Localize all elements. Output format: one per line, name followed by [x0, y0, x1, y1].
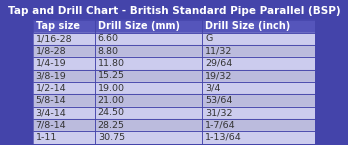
- Bar: [33, 107, 95, 119]
- Bar: [95, 82, 202, 94]
- Bar: [95, 70, 202, 82]
- Text: 7/8-14: 7/8-14: [36, 121, 66, 130]
- Bar: [95, 107, 202, 119]
- Text: 28.25: 28.25: [98, 121, 125, 130]
- Bar: [33, 70, 95, 82]
- Bar: [95, 70, 202, 82]
- Text: 24.50: 24.50: [98, 108, 125, 117]
- Bar: [95, 82, 202, 94]
- Text: 6.60: 6.60: [98, 34, 119, 43]
- Text: 3/8-19: 3/8-19: [36, 71, 66, 80]
- Bar: [202, 70, 315, 82]
- Bar: [95, 57, 202, 70]
- Bar: [33, 20, 95, 33]
- Text: 15.25: 15.25: [98, 71, 125, 80]
- Bar: [33, 94, 95, 107]
- Text: 31/32: 31/32: [205, 108, 232, 117]
- Text: 1/16-28: 1/16-28: [36, 34, 72, 43]
- Bar: [95, 94, 202, 107]
- Text: 1/4-19: 1/4-19: [36, 59, 66, 68]
- Text: 1-7/64: 1-7/64: [205, 121, 236, 130]
- Bar: [95, 94, 202, 107]
- Bar: [33, 20, 95, 33]
- Text: Drill Size (inch): Drill Size (inch): [205, 21, 290, 31]
- Bar: [95, 119, 202, 131]
- Bar: [202, 57, 315, 70]
- Bar: [202, 131, 315, 144]
- Text: 1/2-14: 1/2-14: [36, 84, 66, 93]
- Text: 11.80: 11.80: [98, 59, 125, 68]
- Bar: [202, 70, 315, 82]
- Bar: [95, 131, 202, 144]
- Bar: [202, 119, 315, 131]
- Bar: [33, 33, 95, 45]
- Text: 30.75: 30.75: [98, 133, 125, 142]
- Text: G: G: [205, 34, 212, 43]
- Bar: [202, 45, 315, 57]
- Bar: [33, 33, 95, 45]
- Bar: [202, 94, 315, 107]
- Bar: [202, 107, 315, 119]
- Text: 21.00: 21.00: [98, 96, 125, 105]
- Bar: [202, 107, 315, 119]
- Bar: [202, 33, 315, 45]
- Bar: [33, 119, 95, 131]
- Text: 3/4: 3/4: [205, 84, 220, 93]
- Bar: [95, 45, 202, 57]
- Text: Drill Size (mm): Drill Size (mm): [98, 21, 180, 31]
- Bar: [33, 94, 95, 107]
- Text: 11/32: 11/32: [205, 47, 232, 56]
- Bar: [95, 33, 202, 45]
- Bar: [202, 82, 315, 94]
- Bar: [202, 82, 315, 94]
- Text: 5/8-14: 5/8-14: [36, 96, 66, 105]
- Text: Tap and Drill Chart - British Standard Pipe Parallel (BSP): Tap and Drill Chart - British Standard P…: [8, 6, 340, 16]
- Bar: [95, 20, 202, 33]
- Bar: [95, 57, 202, 70]
- Bar: [95, 45, 202, 57]
- Text: 1/8-28: 1/8-28: [36, 47, 66, 56]
- Text: Tap size: Tap size: [36, 21, 80, 31]
- Bar: [202, 119, 315, 131]
- Bar: [33, 82, 95, 94]
- Text: 1-11: 1-11: [36, 133, 57, 142]
- Bar: [202, 45, 315, 57]
- Bar: [95, 119, 202, 131]
- Bar: [95, 131, 202, 144]
- Text: 1-13/64: 1-13/64: [205, 133, 242, 142]
- Bar: [33, 57, 95, 70]
- Bar: [33, 119, 95, 131]
- Bar: [95, 33, 202, 45]
- Bar: [33, 131, 95, 144]
- Bar: [33, 82, 95, 94]
- Bar: [33, 45, 95, 57]
- Bar: [95, 107, 202, 119]
- Bar: [33, 57, 95, 70]
- Bar: [33, 70, 95, 82]
- Bar: [202, 33, 315, 45]
- Bar: [202, 57, 315, 70]
- Text: 19/32: 19/32: [205, 71, 232, 80]
- Text: 8.80: 8.80: [98, 47, 119, 56]
- Bar: [33, 107, 95, 119]
- Bar: [33, 131, 95, 144]
- Bar: [202, 94, 315, 107]
- Bar: [202, 20, 315, 33]
- Bar: [95, 20, 202, 33]
- Text: 19.00: 19.00: [98, 84, 125, 93]
- Bar: [202, 131, 315, 144]
- Bar: [202, 20, 315, 33]
- Text: 3/4-14: 3/4-14: [36, 108, 66, 117]
- Text: 53/64: 53/64: [205, 96, 232, 105]
- Text: 29/64: 29/64: [205, 59, 232, 68]
- Bar: [33, 45, 95, 57]
